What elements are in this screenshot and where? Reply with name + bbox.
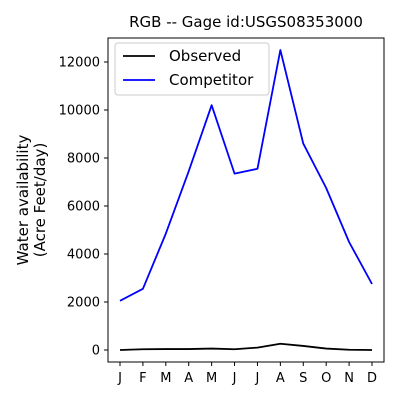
- y-tick-label: 2000: [67, 296, 100, 311]
- y-axis-label-line-2: (Acre Feet/day): [31, 143, 49, 258]
- y-tick-label: 6000: [67, 200, 100, 215]
- x-tick-label: J: [232, 371, 237, 386]
- x-tick-label: O: [321, 371, 331, 386]
- legend-label-observed: Observed: [169, 47, 241, 65]
- y-tick-label: 4000: [67, 248, 100, 263]
- legend: Observed Competitor: [114, 42, 270, 96]
- y-tick-label: 0: [92, 344, 100, 359]
- x-tick-label: S: [299, 371, 307, 386]
- legend-label-competitor: Competitor: [169, 71, 254, 89]
- series-line-observed: [119, 342, 373, 351]
- y-axis-label: Water availability (Acre Feet/day): [14, 135, 49, 266]
- y-axis-ticks: 0 2000 4000 6000 8000 10000 12000: [59, 56, 108, 359]
- x-tick-label: F: [139, 371, 146, 386]
- plot-area: [119, 49, 373, 351]
- y-tick-label: 10000: [59, 104, 100, 119]
- x-tick-label: A: [184, 371, 193, 386]
- plot-frame: [107, 37, 385, 363]
- y-tick-label: 12000: [59, 56, 100, 71]
- y-axis-label-line-1: Water availability: [14, 135, 32, 266]
- x-tick-label: D: [367, 371, 377, 386]
- x-tick-label: A: [276, 371, 285, 386]
- chart-title: RGB -- Gage id:USGS08353000: [129, 13, 363, 31]
- x-tick-label: J: [117, 371, 122, 386]
- x-tick-label: N: [344, 371, 354, 386]
- y-tick-label: 8000: [67, 152, 100, 167]
- x-tick-label: M: [206, 371, 217, 386]
- x-tick-label: M: [160, 371, 171, 386]
- series-line-competitor: [119, 49, 373, 302]
- x-tick-label: J: [255, 371, 260, 386]
